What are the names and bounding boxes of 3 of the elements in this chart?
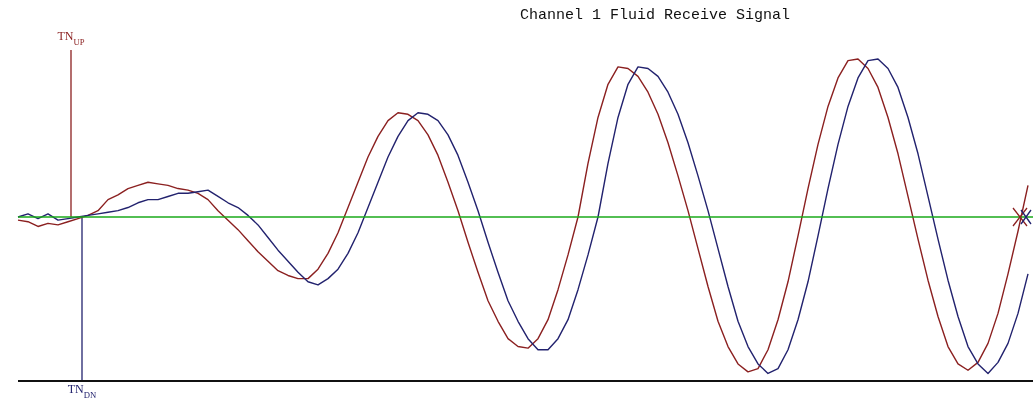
text: TN$_{DN}$ [67, 382, 97, 400]
text: TN$_{UP}$ [57, 29, 85, 47]
chart-title: Channel 1 Fluid Receive Signal [519, 7, 791, 24]
